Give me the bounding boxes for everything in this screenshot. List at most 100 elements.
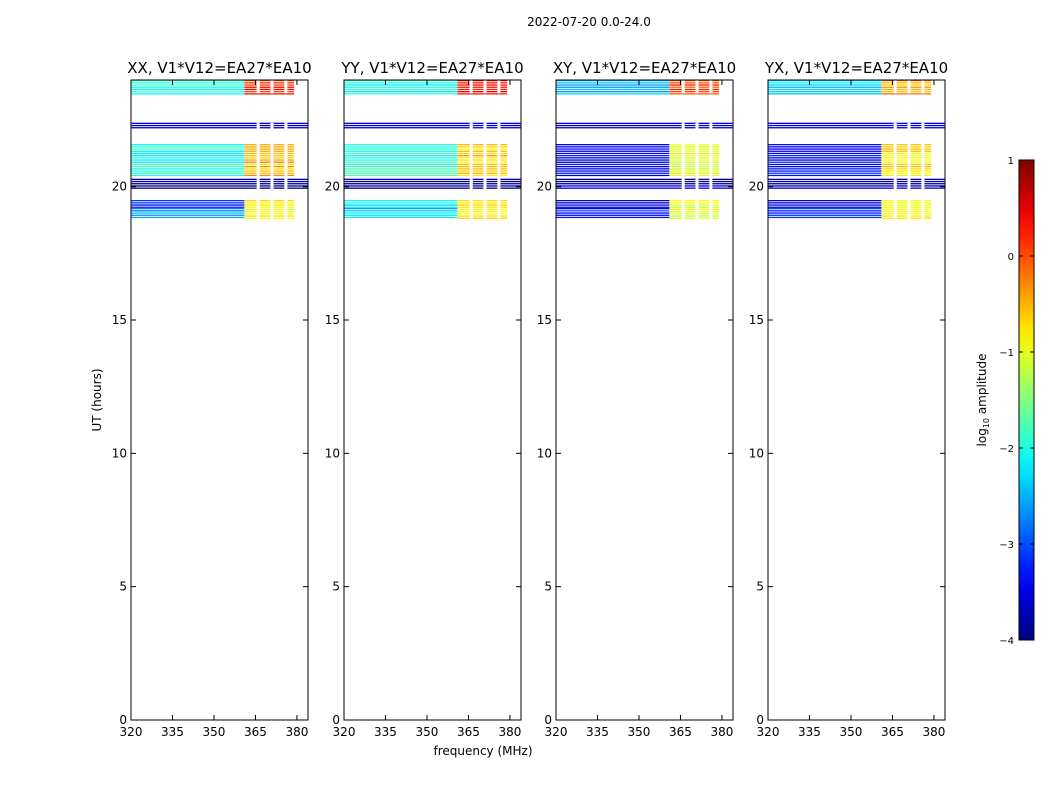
heatmap-cell <box>131 159 245 161</box>
figure-suptitle: 2022-07-20 0.0-24.0 <box>527 15 651 29</box>
heatmap-cell <box>244 213 295 215</box>
heatmap-cell <box>131 163 245 166</box>
panel-4: YX, V1*V12=EA27*EA10 320 335 350 365 380 0 5 10 1… <box>749 59 948 739</box>
heatmap-cell <box>344 172 458 174</box>
heatmap-cell <box>881 163 932 166</box>
x-tick-label: 350 <box>203 725 226 739</box>
heatmap-cell <box>881 174 932 177</box>
heatmap-cell <box>556 214 670 216</box>
heatmap-cell <box>768 159 882 161</box>
x-tick-label: 350 <box>840 725 863 739</box>
heatmap-cell <box>131 146 245 148</box>
heatmap-cells <box>131 80 308 219</box>
heatmap-cell <box>669 168 720 170</box>
heatmap-cell <box>244 86 295 88</box>
heatmap-cell <box>344 82 458 84</box>
heatmap-cell <box>131 214 245 216</box>
heatmap-cell <box>457 168 508 170</box>
heatmap-cell <box>457 213 508 215</box>
heatmap-cell <box>344 168 458 170</box>
heatmap-cell <box>881 93 932 95</box>
heatmap-cell <box>344 157 458 159</box>
flagged-channel <box>483 122 487 219</box>
y-tick-label: 15 <box>537 313 552 327</box>
heatmap-cell <box>344 148 458 150</box>
heatmap-cell <box>556 166 670 168</box>
colorbar: 1 0 −1 −2 −3 −4 log10 amplitude <box>975 156 1035 647</box>
heatmap-cell <box>344 178 521 180</box>
heatmap-cell <box>131 127 308 129</box>
heatmap-cell <box>669 161 720 163</box>
heatmap-cell <box>344 150 458 152</box>
heatmap-cell <box>669 202 720 204</box>
y-tick-label: 20 <box>112 180 127 194</box>
flagged-channel <box>270 80 274 94</box>
heatmap-cell <box>768 168 882 170</box>
heatmap-cell <box>457 155 508 157</box>
heatmap-cell <box>768 214 882 216</box>
heatmap-cell <box>244 163 295 166</box>
heatmap-cell <box>768 208 882 210</box>
heatmap-cell <box>768 202 882 204</box>
heatmap-cell <box>768 124 945 127</box>
heatmap-cell <box>131 216 245 219</box>
heatmap-cell <box>344 187 521 189</box>
flagged-channel <box>270 122 274 219</box>
y-tick-label: 10 <box>112 446 127 460</box>
heatmap-cell <box>669 208 720 211</box>
heatmap-cell <box>556 208 670 210</box>
x-tick-label: 365 <box>244 725 267 739</box>
y-tick-label: 5 <box>756 580 764 594</box>
heatmap-cell <box>457 84 508 86</box>
heatmap-cell <box>131 155 245 157</box>
heatmap-cell <box>457 91 508 93</box>
heatmap-cell <box>457 174 508 177</box>
heatmap-cell <box>669 146 720 148</box>
heatmap-cell <box>457 170 508 172</box>
heatmap-cell <box>768 88 882 91</box>
flagged-channel <box>695 122 699 219</box>
heatmap-cell <box>344 159 458 161</box>
heatmap-cell <box>244 82 295 84</box>
heatmap-cell <box>131 166 245 168</box>
heatmap-cell <box>457 80 508 82</box>
heatmap-cell <box>881 155 932 157</box>
heatmap-cell <box>131 180 308 183</box>
y-tick-label: 20 <box>537 180 552 194</box>
flagged-channel <box>256 80 260 94</box>
heatmap-cell <box>556 163 670 166</box>
heatmap-cell <box>131 202 245 204</box>
axes-frame <box>130 79 309 721</box>
colorbar-tick-label: 0 <box>1008 252 1014 263</box>
heatmap-cell <box>669 159 720 161</box>
heatmap-cell <box>244 217 295 219</box>
heatmap-cell <box>669 80 720 82</box>
heatmap-cell <box>556 122 733 124</box>
heatmap-cell <box>556 210 670 212</box>
heatmap-cell <box>881 148 932 150</box>
heatmap-cell <box>131 178 308 180</box>
heatmap-cell <box>556 168 670 170</box>
flagged-channel <box>469 80 473 94</box>
heatmap-cell <box>244 204 295 206</box>
heatmap-cell <box>131 157 245 159</box>
heatmap-cell <box>768 152 882 155</box>
heatmap-cell <box>556 155 670 157</box>
x-tick-label: 365 <box>881 725 904 739</box>
heatmap-cell <box>881 161 932 163</box>
heatmap-cell <box>881 146 932 148</box>
heatmap-cell <box>669 155 720 157</box>
heatmap-cell <box>244 215 295 217</box>
heatmap-cell <box>669 204 720 206</box>
heatmap-cell <box>556 178 733 180</box>
flagged-channel <box>497 80 501 94</box>
flagged-channel <box>695 80 699 94</box>
flagged-channel <box>497 122 501 219</box>
flagged-channel <box>921 122 925 219</box>
heatmap-cell <box>768 163 882 166</box>
y-tick-label: 20 <box>325 180 340 194</box>
heatmap-cell <box>244 152 295 155</box>
heatmap-cell <box>556 183 733 185</box>
heatmap-cell <box>344 91 458 93</box>
heatmap-cell <box>457 172 508 174</box>
